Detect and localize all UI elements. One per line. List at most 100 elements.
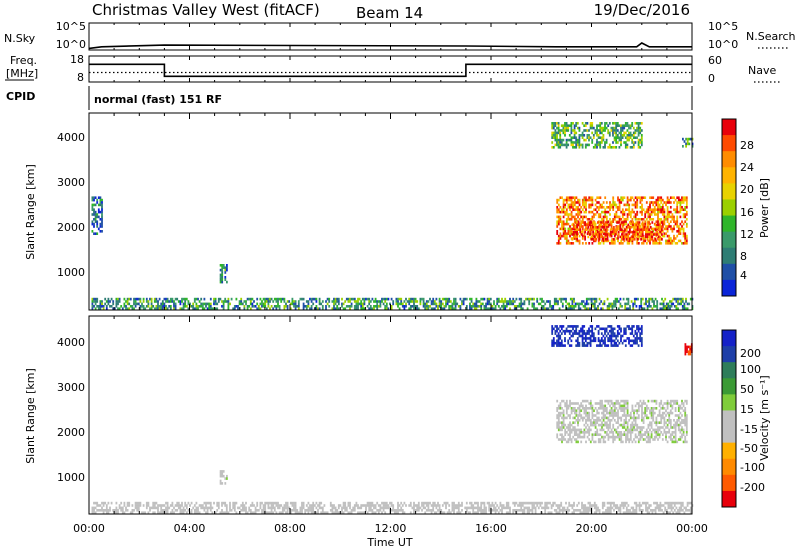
rti-cell <box>628 126 630 130</box>
rti-cell <box>254 511 257 514</box>
rti-cell <box>633 419 635 422</box>
rti-cell <box>627 511 630 514</box>
rti-cell <box>632 302 635 306</box>
rti-cell <box>633 230 636 234</box>
rti-cell <box>561 399 563 403</box>
rti-cell <box>657 215 659 219</box>
rti-cell <box>238 506 241 510</box>
rti-cell <box>601 407 603 410</box>
rti-cell <box>312 509 315 512</box>
rti-cell <box>432 300 435 303</box>
rti-cell <box>569 423 571 427</box>
rti-cell <box>307 509 310 512</box>
rti-cell <box>437 501 439 505</box>
rti-cell <box>577 223 580 227</box>
rti-cell <box>646 509 649 512</box>
rti-cell <box>604 196 607 199</box>
rti-cell <box>625 414 627 417</box>
rti-cell <box>472 509 475 512</box>
rti-cell <box>115 305 118 308</box>
rti-cell <box>587 509 590 512</box>
rti-cell <box>679 230 682 233</box>
rti-cell <box>601 504 604 507</box>
rti-cell <box>660 196 663 199</box>
rti-cell <box>589 210 592 214</box>
rti-cell <box>569 206 571 209</box>
rti-cell <box>214 307 217 310</box>
rti-cell <box>648 221 650 224</box>
rti-cell <box>580 414 583 417</box>
rti-cell <box>557 146 560 149</box>
rti-cell <box>307 511 310 514</box>
rti-cell <box>504 305 507 308</box>
rti-cell <box>607 210 610 214</box>
rti-cell <box>575 143 578 147</box>
rti-cell <box>424 302 427 306</box>
rti-cell <box>623 339 626 343</box>
rti-cell <box>486 307 489 310</box>
rti-cell <box>358 297 361 301</box>
rti-cell <box>552 131 555 135</box>
rti-cell <box>621 341 624 345</box>
rti-cell <box>315 305 318 308</box>
rti-cell <box>589 421 592 424</box>
rti-cell <box>469 307 471 310</box>
rti-cell <box>624 131 627 135</box>
rti-cell <box>577 414 579 417</box>
rti-cell <box>128 501 131 505</box>
rti-cell <box>589 509 591 512</box>
rti-cell <box>665 433 667 436</box>
rti-cell <box>626 438 629 441</box>
rti-cell <box>594 440 597 444</box>
rti-cell <box>565 407 568 410</box>
rti-cell <box>483 504 486 507</box>
rti-cell <box>469 506 471 510</box>
rti-cell <box>554 332 557 335</box>
rti-cell <box>631 141 634 144</box>
rti-cell <box>403 511 406 514</box>
rti-cell <box>602 134 605 137</box>
rti-cell <box>601 221 604 224</box>
rti-cell <box>302 302 305 306</box>
colorbar-swatch <box>722 426 736 444</box>
rti-cell <box>99 196 102 199</box>
rti-cell <box>580 210 583 214</box>
rti-cell <box>594 227 597 231</box>
rti-cell <box>634 409 637 412</box>
rti-cell <box>641 206 643 209</box>
rti-cell <box>588 332 590 335</box>
rti-cell <box>333 297 335 301</box>
rti-cell <box>565 327 568 331</box>
rti-cell <box>621 215 624 219</box>
rti-cell <box>531 504 534 507</box>
rti-cell <box>635 501 638 505</box>
rti-cell <box>634 341 637 345</box>
rti-cell <box>632 134 635 137</box>
rti-cell <box>658 206 661 209</box>
rti-cell <box>360 504 363 507</box>
rti-cell <box>160 302 163 306</box>
rti-cell <box>272 300 275 303</box>
rti-cell <box>659 504 662 507</box>
rti-cell <box>650 399 653 403</box>
rti-cell <box>493 509 495 512</box>
rti-cell <box>651 235 654 239</box>
rti-cell <box>661 213 664 216</box>
rti-cell <box>589 334 592 338</box>
rti-cell <box>493 300 495 303</box>
rti-cell <box>559 237 562 240</box>
rti-cell <box>602 423 605 427</box>
rti-cell <box>587 307 590 310</box>
rti-cell <box>379 305 382 308</box>
colorbar-swatch <box>722 346 736 363</box>
rti-cell <box>686 307 689 310</box>
rti-cell <box>153 504 156 507</box>
rti-cell <box>618 341 621 345</box>
rti-cell <box>626 399 629 403</box>
rti-cell <box>671 227 674 231</box>
rti-cell <box>480 305 483 308</box>
rti-cell <box>176 297 179 301</box>
rti-cell <box>350 511 353 514</box>
rti-cell <box>125 509 127 512</box>
